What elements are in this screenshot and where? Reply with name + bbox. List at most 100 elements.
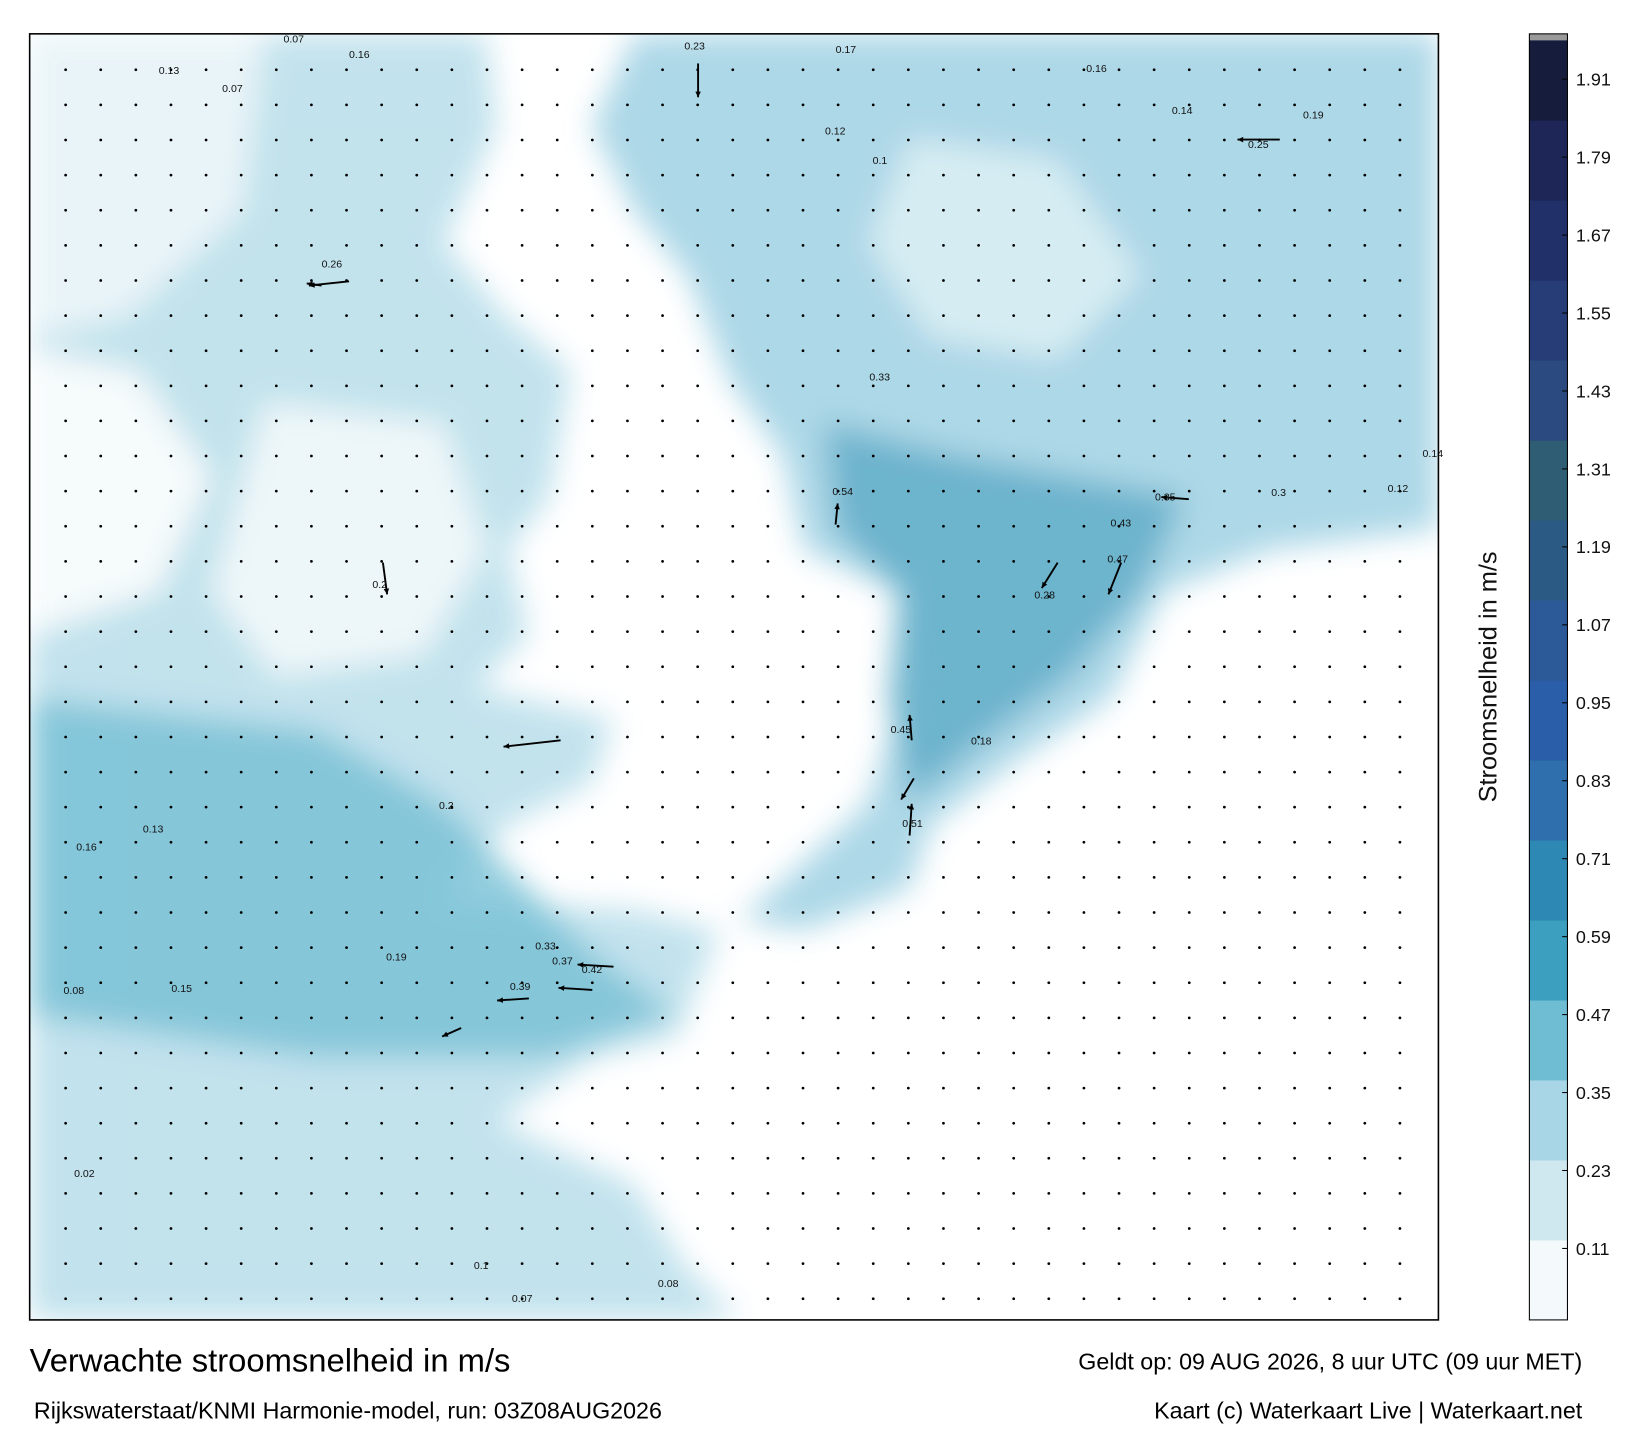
grid-point (345, 700, 348, 704)
grid-point (1152, 1016, 1156, 1020)
grid-point (485, 524, 489, 528)
grid-point (380, 770, 384, 774)
grid-point (1152, 1227, 1156, 1230)
grid-point (626, 770, 629, 774)
grid-point (1187, 735, 1191, 739)
grid-point (239, 630, 243, 633)
grid-point (555, 840, 559, 844)
grid-point (1012, 1121, 1016, 1125)
grid-point (696, 770, 700, 774)
grid-point (239, 314, 243, 317)
grid-point (64, 595, 68, 598)
grid-point (169, 314, 173, 317)
grid-point (1117, 595, 1121, 598)
grid-point (801, 735, 805, 739)
grid-point (590, 735, 594, 739)
grid-point (169, 243, 173, 247)
grid-point (1047, 489, 1051, 493)
grid-point (134, 1262, 138, 1266)
grid-point (626, 735, 629, 739)
grid-point (1258, 911, 1261, 914)
grid-point (380, 103, 384, 107)
grid-point (64, 524, 68, 528)
grid-point (731, 595, 735, 598)
grid-point (1222, 735, 1226, 739)
grid-point (1012, 735, 1016, 739)
speed-label: 0.2 (439, 800, 454, 812)
grid-point (836, 700, 840, 704)
grid-point (380, 138, 384, 142)
grid-point (274, 1121, 278, 1125)
colorbar-band (1529, 1239, 1568, 1321)
grid-point (906, 700, 910, 704)
grid-point (766, 349, 770, 353)
grid-point (1222, 1051, 1226, 1055)
grid-point (380, 735, 384, 739)
grid-point (1363, 68, 1367, 72)
grid-point (99, 279, 103, 282)
grid-point (555, 489, 559, 493)
grid-point (731, 560, 735, 563)
grid-point (204, 630, 208, 633)
grid-point (485, 419, 489, 423)
grid-point (310, 876, 313, 879)
grid-point (520, 489, 524, 493)
grid-point (204, 981, 208, 985)
grid-point (169, 770, 173, 774)
grid-point (1328, 1297, 1332, 1301)
vector-layer: 0.070.160.23 0.170.160.130.070.120.10.260… (64, 33, 1444, 1305)
grid-point (766, 243, 770, 247)
grid-point (134, 1016, 138, 1020)
grid-point (626, 946, 629, 950)
grid-point (906, 243, 910, 247)
grid-point (871, 103, 875, 107)
grid-point (871, 630, 875, 633)
grid-point (696, 1227, 700, 1230)
grid-point (1117, 384, 1121, 388)
grid-point (696, 981, 700, 985)
grid-point (520, 1192, 524, 1195)
grid-point (801, 876, 805, 879)
grid-point (1363, 1156, 1367, 1160)
grid-point (64, 805, 68, 809)
grid-point (766, 524, 770, 528)
grid-point (1117, 700, 1121, 704)
grid-point (590, 876, 594, 879)
grid-point (415, 876, 419, 879)
grid-point (766, 419, 770, 423)
grid-point (942, 735, 945, 739)
grid-point (274, 1086, 278, 1090)
grid-point (1398, 1121, 1402, 1125)
grid-point (871, 911, 875, 914)
grid-point (310, 1016, 313, 1020)
grid-point (239, 840, 243, 844)
grid-point (1082, 208, 1086, 212)
grid-point (1222, 68, 1226, 72)
grid-point (731, 1086, 735, 1090)
grid-point (766, 1192, 770, 1195)
grid-point (239, 946, 243, 950)
grid-point (450, 700, 454, 704)
grid-point (801, 68, 805, 72)
grid-point (239, 1262, 243, 1266)
grid-point (345, 840, 348, 844)
grid-point (1082, 735, 1086, 739)
grid-point (801, 1121, 805, 1125)
grid-point (626, 560, 629, 563)
grid-point (1222, 489, 1226, 493)
grid-point (1152, 981, 1156, 985)
grid-point (1047, 1297, 1051, 1301)
grid-point (977, 314, 980, 317)
grid-point (239, 1297, 243, 1301)
grid-point (766, 489, 770, 493)
grid-point (1187, 1262, 1191, 1266)
grid-point (801, 1192, 805, 1195)
grid-point (626, 840, 629, 844)
grid-point (626, 595, 629, 598)
grid-point (450, 279, 454, 282)
grid-point (871, 384, 875, 388)
grid-point (1222, 1016, 1226, 1020)
grid-point (626, 1297, 629, 1301)
grid-point (169, 630, 173, 633)
grid-point (1117, 208, 1121, 212)
